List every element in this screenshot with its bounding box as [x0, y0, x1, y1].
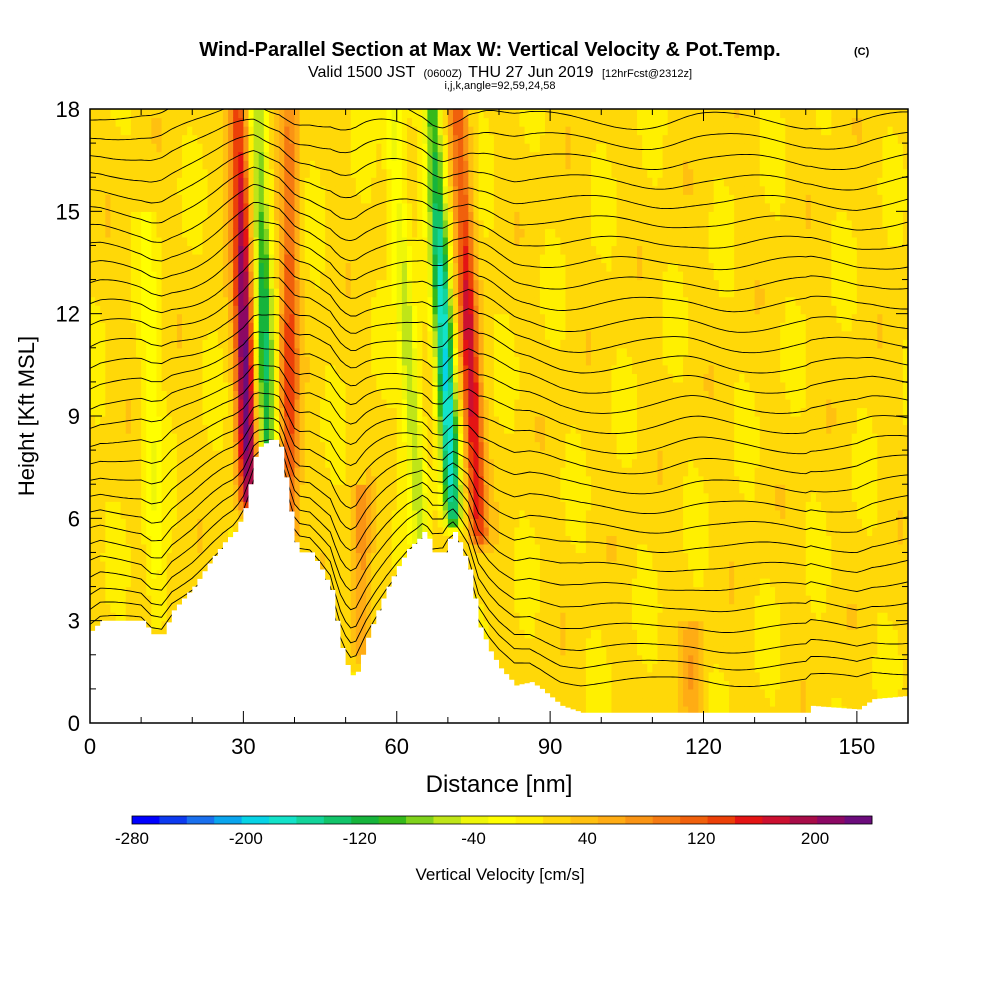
theta-contour [90, 331, 908, 414]
theta-contour [90, 417, 908, 534]
colorbar-tick-label: 200 [801, 829, 829, 848]
chart-title-mark: (C) [854, 46, 870, 58]
theta-contour [90, 459, 908, 613]
colorbar-segment [734, 816, 763, 824]
theta-contour [90, 392, 908, 495]
theta-contour [90, 220, 908, 292]
colorbar-segment [570, 816, 599, 824]
theta-contour [90, 347, 908, 435]
x-tick-label: 90 [538, 734, 562, 759]
y-tick-label: 9 [68, 404, 80, 429]
x-axis-label: Distance [nm] [426, 771, 573, 798]
theta-contour [90, 314, 908, 394]
colorbar-segment [406, 816, 434, 824]
colorbar-segment [159, 816, 188, 824]
colorbar-segment [460, 816, 489, 824]
x-tick-label: 30 [231, 734, 255, 759]
theta-contour [90, 469, 908, 633]
colorbar-segment [433, 816, 462, 824]
theta-contour [90, 239, 908, 313]
colorbar-frame [131, 815, 873, 825]
colorbar-segment [652, 816, 681, 824]
theta-contour [90, 134, 908, 191]
colorbar-segment [844, 816, 873, 824]
theta-contour [90, 277, 908, 354]
theta-contour [90, 378, 908, 475]
colorbar-segment [707, 816, 736, 824]
colorbar-segment [789, 816, 818, 824]
subtitle-valid: Valid 1500 JST [308, 64, 416, 81]
theta-contour [90, 201, 908, 271]
theta-contour [90, 448, 908, 592]
colorbar-segment [351, 816, 380, 824]
theta-contour [90, 295, 908, 374]
colorbar-segment [625, 816, 654, 824]
subtitle-fcst: [12hrFcst@2312z] [602, 68, 692, 80]
theta-contour [90, 150, 908, 211]
x-tick-label: 60 [385, 734, 409, 759]
subtitle-params: i,j,k,angle=92,59,24,58 [444, 80, 555, 92]
theta-contour [90, 364, 908, 455]
colorbar-segment [186, 816, 215, 824]
colorbar-segment [241, 816, 270, 824]
terrain-mask [90, 439, 908, 723]
y-tick-label: 18 [56, 97, 80, 122]
y-tick-label: 15 [56, 199, 80, 224]
y-tick-label: 0 [68, 711, 80, 736]
colorbar-segment [488, 816, 517, 824]
colorbar-tick-label: -40 [461, 829, 486, 848]
colorbar-segment [515, 816, 544, 824]
theta-contour [90, 166, 908, 231]
theta-contour [90, 118, 908, 171]
y-tick-label: 12 [56, 302, 80, 327]
colorbar-tick-label: -200 [229, 829, 263, 848]
chart-subtitle: Valid 1500 JST (0600Z) THU 27 Jun 2019 [… [308, 64, 692, 81]
theta-contour [90, 439, 908, 573]
colorbar-tick-label: -280 [115, 829, 149, 848]
colorbar: -280 -200 -120 -40 40 120 200 [115, 815, 873, 848]
theta-contour [90, 183, 908, 250]
x-tick-label: 120 [685, 734, 722, 759]
colorbar-tick-label: 120 [687, 829, 715, 848]
subtitle-utc: (0600Z) [423, 68, 462, 80]
colorbar-segment [269, 816, 297, 824]
colorbar-segment [132, 816, 160, 824]
colorbar-segment [543, 816, 571, 824]
theta-contour [90, 428, 908, 554]
x-tick-label: 150 [839, 734, 876, 759]
axes: 0 30 60 90 120 150 0 3 6 9 12 15 18 [56, 97, 909, 759]
theta-contour [90, 258, 908, 333]
colorbar-segment [680, 816, 708, 824]
colorbar-segment [214, 816, 243, 824]
colorbar-segment [597, 816, 626, 824]
y-tick-label: 6 [68, 506, 80, 531]
chart-title: Wind-Parallel Section at Max W: Vertical… [199, 39, 780, 61]
x-tick-label: 0 [84, 734, 96, 759]
theta-contour [90, 405, 908, 515]
y-axis-label: Height [Kft MSL] [14, 336, 39, 496]
colorbar-label: Vertical Velocity [cm/s] [415, 865, 584, 884]
colorbar-segment [762, 816, 791, 824]
colorbar-segment [323, 816, 352, 824]
colorbar-segment [378, 816, 407, 824]
theta-contour [90, 109, 908, 151]
colorbar-segment [296, 816, 325, 824]
y-tick-label: 3 [68, 609, 80, 634]
colorbar-tick-label: 40 [578, 829, 597, 848]
subtitle-date: THU 27 Jun 2019 [468, 64, 594, 81]
colorbar-segment [817, 816, 845, 824]
colorbar-tick-label: -120 [343, 829, 377, 848]
